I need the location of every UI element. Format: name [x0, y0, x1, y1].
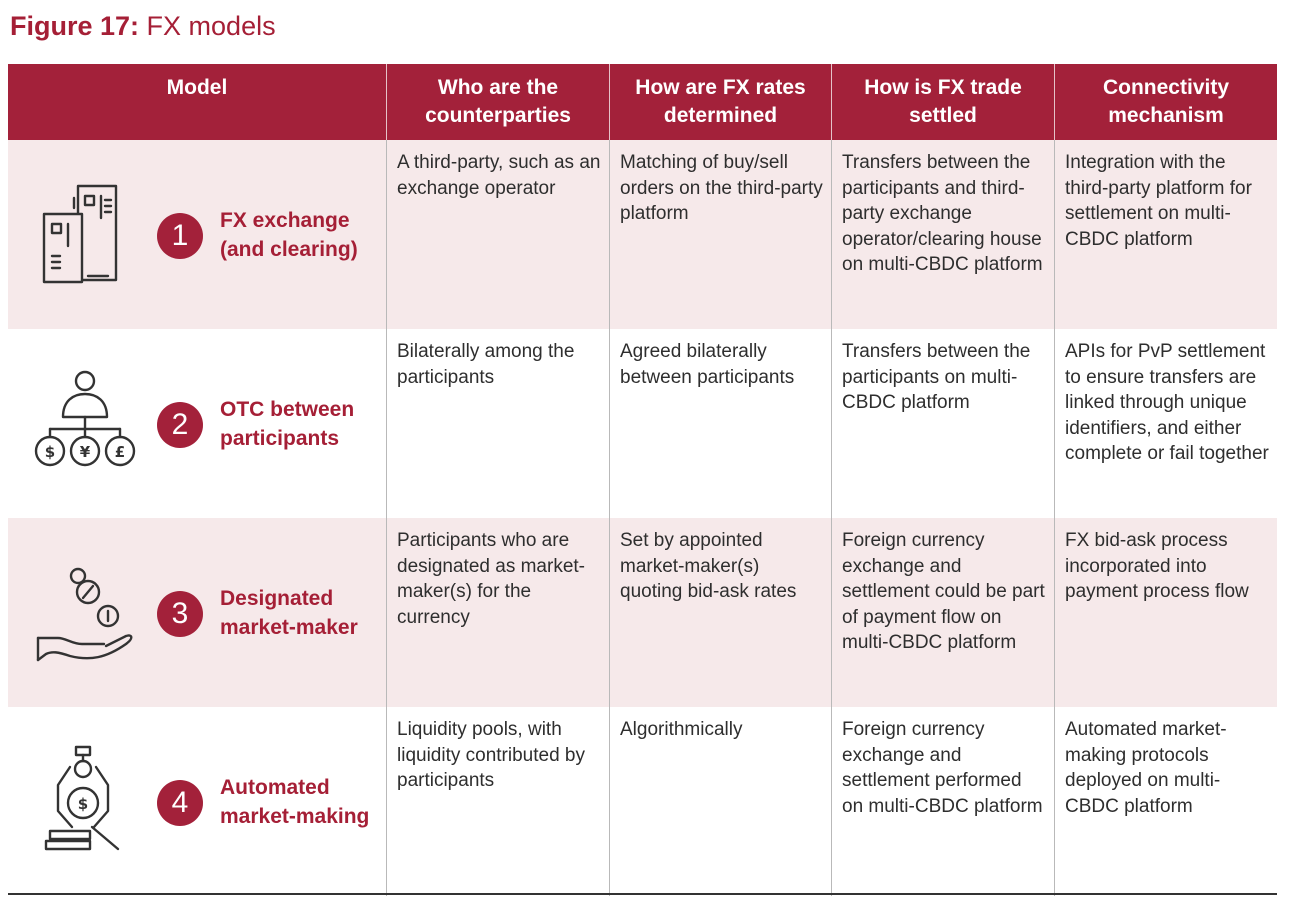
table-bottom-rule	[8, 893, 1277, 895]
figure-label: Figure 17:	[10, 11, 140, 41]
pound-symbol: £	[115, 443, 125, 461]
fx-models-table: Model Who are the counterparties How are…	[8, 64, 1277, 896]
header-model: Model	[166, 76, 228, 99]
model-number-badge: 1	[157, 213, 203, 259]
table-row: 3 Designated market-maker Participants w…	[8, 518, 1277, 707]
settlement-cell: Foreign currency exchange and settlement…	[831, 518, 1054, 707]
model-number-badge: 3	[157, 591, 203, 637]
model-cell: 3 Designated market-maker	[8, 518, 386, 707]
table-header: Model Who are the counterparties How are…	[8, 64, 1277, 140]
model-number-badge: 2	[157, 402, 203, 448]
model-name: Automated market-making	[220, 776, 370, 828]
settlement-cell: Transfers between the participants and t…	[831, 140, 1054, 329]
rates-cell: Matching of buy/sell orders on the third…	[609, 140, 831, 329]
model-cell: 1 FX exchange (and clearing)	[8, 140, 386, 329]
figure-name: FX models	[146, 11, 276, 41]
model-cell: $ 4 Automated market-making	[8, 707, 386, 896]
settlement-cell: Foreign currency exchange and settlement…	[831, 707, 1054, 896]
coin-symbol: $	[78, 795, 88, 813]
model-cell: $ ¥ £ 2 OTC between participants	[8, 329, 386, 518]
robot-arm-coin-icon: $	[44, 745, 120, 851]
model-number-badge: 4	[157, 780, 203, 826]
model-name: OTC between participants	[220, 398, 355, 450]
counterparties-cell: Bilaterally among the participants	[386, 329, 609, 518]
header-counterparties: Who are the counterparties	[386, 64, 609, 140]
header-settled: How is FX trade settled	[831, 64, 1054, 140]
table-row: $ ¥ £ 2 OTC between participants Bilater…	[8, 329, 1277, 518]
person-currencies-icon: $ ¥ £	[34, 370, 136, 467]
model-name: FX exchange (and clearing)	[220, 209, 358, 261]
rates-cell: Algorithmically	[609, 707, 831, 896]
header-connectivity: Connectivity mechanism	[1054, 64, 1277, 140]
figure-title: Figure 17: FX models	[10, 6, 276, 46]
counterparties-cell: Liquidity pools, with liquidity contribu…	[386, 707, 609, 896]
dollar-symbol: $	[45, 443, 55, 461]
rates-cell: Agreed bilaterally between participants	[609, 329, 831, 518]
header-rates: How are FX rates determined	[609, 64, 831, 140]
connectivity-cell: Integration with the third-party platfor…	[1054, 140, 1277, 329]
model-name: Designated market-maker	[220, 587, 358, 639]
buildings-icon	[42, 184, 118, 284]
table-row: 1 FX exchange (and clearing) A third-par…	[8, 140, 1277, 329]
connectivity-cell: FX bid-ask process incorporated into pay…	[1054, 518, 1277, 707]
counterparties-cell: A third-party, such as an exchange opera…	[386, 140, 609, 329]
settlement-cell: Transfers between the participants on mu…	[831, 329, 1054, 518]
rates-cell: Set by appointed market-maker(s) quoting…	[609, 518, 831, 707]
table-row: $ 4 Automated market-making Liquidity po…	[8, 707, 1277, 896]
hand-coins-icon	[36, 567, 133, 662]
connectivity-cell: APIs for PvP settlement to ensure transf…	[1054, 329, 1277, 518]
connectivity-cell: Automated market-making protocols deploy…	[1054, 707, 1277, 896]
yen-symbol: ¥	[80, 443, 91, 461]
counterparties-cell: Participants who are designated as marke…	[386, 518, 609, 707]
